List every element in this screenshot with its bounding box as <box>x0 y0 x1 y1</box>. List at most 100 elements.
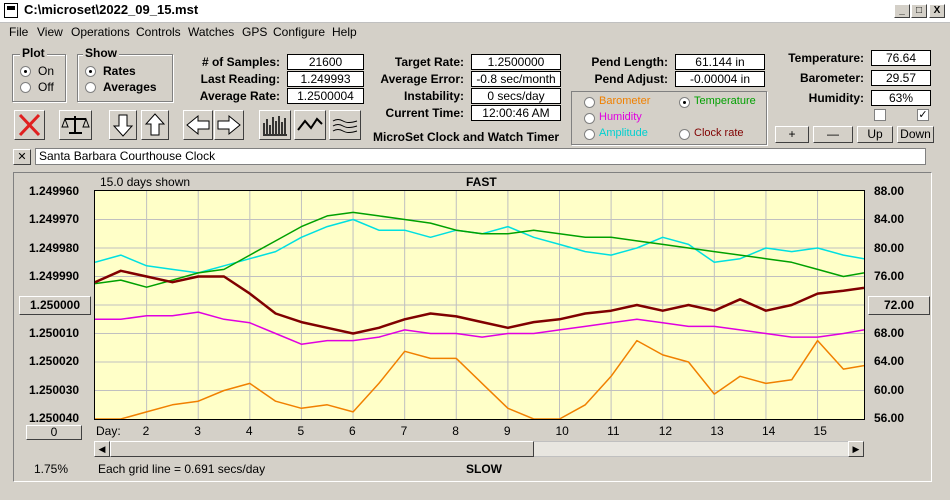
percent-label: 1.75% <box>34 462 69 476</box>
clear-name-button[interactable]: ✕ <box>13 149 31 165</box>
average-error-value: -0.8 sec/month <box>471 71 561 87</box>
zero-button[interactable]: 0 <box>26 425 82 440</box>
plus-button[interactable]: + <box>775 126 809 143</box>
show-rates-label[interactable]: Rates <box>103 64 136 78</box>
down-button[interactable]: Down <box>897 126 934 143</box>
left-tick: 1.250010 <box>29 326 80 340</box>
scroll-right-button[interactable]: ▶ <box>848 441 864 457</box>
arrow-right-icon <box>217 114 241 136</box>
maximize-button[interactable]: □ <box>911 4 927 18</box>
left-center-tick-button[interactable]: 1.250000 <box>19 296 91 315</box>
left-tick: 1.249970 <box>29 212 80 226</box>
bars-view-button[interactable] <box>259 110 291 140</box>
stop-button[interactable] <box>14 110 45 140</box>
wave-view-button[interactable] <box>329 110 361 140</box>
title-bar: C:\microset\2022_09_15.mst _ □ X <box>0 0 950 23</box>
menu-file[interactable]: File <box>9 25 29 39</box>
series-select-box <box>571 91 767 145</box>
grid-note: Each grid line = 0.691 secs/day <box>98 462 266 476</box>
show-averages-label[interactable]: Averages <box>103 80 157 94</box>
plot-on-radio[interactable] <box>20 66 31 77</box>
window-title: C:\microset\2022_09_15.mst <box>24 2 199 17</box>
checkbox-1[interactable] <box>874 109 886 121</box>
target-rate-label: Target Rate: <box>394 55 464 69</box>
day-tick-label: 8 <box>452 424 459 438</box>
barometer-option[interactable]: Barometer <box>599 95 651 107</box>
right-tick: 88.00 <box>874 184 905 198</box>
pend-adjust-label: Pend Adjust: <box>594 72 668 86</box>
scroll-left-button[interactable]: ◀ <box>94 441 110 457</box>
show-rates-radio[interactable] <box>85 66 96 77</box>
plot-group <box>12 54 66 102</box>
day-tick-label: 14 <box>761 424 776 438</box>
minus-button[interactable]: — <box>813 126 853 143</box>
days-shown: 15.0 days shown <box>100 175 191 189</box>
checkbox-2[interactable]: ✓ <box>917 109 929 121</box>
left-tick: 1.250020 <box>29 354 80 368</box>
series-line-temperature <box>94 211 865 288</box>
day-tick-label: 9 <box>503 424 511 438</box>
series-line-humidity <box>95 311 865 345</box>
plot-off-radio[interactable] <box>20 82 31 93</box>
arrow-left-icon <box>186 114 210 136</box>
left-tick: 1.249960 <box>29 184 80 198</box>
menu-gps[interactable]: GPS <box>242 25 268 39</box>
clock-rate-radio[interactable] <box>679 129 690 140</box>
menu-bar: File View Operations Controls Watches GP… <box>0 23 950 41</box>
day-tick-label: 13 <box>710 424 724 438</box>
barometer-value: 29.57 <box>871 70 931 86</box>
up-button[interactable]: Up <box>857 126 893 143</box>
menu-watches[interactable]: Watches <box>188 25 235 39</box>
plot-on-label[interactable]: On <box>38 64 55 78</box>
day-tick-label: 6 <box>349 424 356 438</box>
clock-rate-option[interactable]: Clock rate <box>694 127 744 139</box>
temperature-option[interactable]: Temperature <box>694 95 756 107</box>
show-group <box>77 54 173 102</box>
chart-svg <box>94 191 865 420</box>
temperature-radio[interactable] <box>679 97 690 108</box>
down-arrow-button[interactable] <box>109 110 137 140</box>
day-tick-label: 5 <box>297 424 305 438</box>
menu-configure[interactable]: Configure <box>273 25 326 39</box>
day-tick-label: 10 <box>555 424 569 438</box>
left-arrow-button[interactable] <box>183 110 213 140</box>
day-label: Day: <box>96 424 121 438</box>
right-arrow-button[interactable] <box>214 110 244 140</box>
arrow-up-icon <box>144 113 166 136</box>
plot-group-title: Plot <box>20 46 47 60</box>
x-icon <box>18 113 41 137</box>
slow-label: SLOW <box>466 462 502 476</box>
right-center-tick-button[interactable]: 72.00 <box>868 296 930 315</box>
menu-operations[interactable]: Operations <box>71 25 130 39</box>
plot-off-label[interactable]: Off <box>38 80 54 94</box>
line-view-button[interactable] <box>294 110 326 140</box>
day-tick-label: 12 <box>658 424 673 438</box>
menu-help[interactable]: Help <box>332 25 357 39</box>
barometer-radio[interactable] <box>584 97 595 108</box>
menu-view[interactable]: View <box>37 25 63 39</box>
humidity-radio[interactable] <box>584 113 595 124</box>
pend-adjust-value: -0.00004 in <box>675 71 765 87</box>
right-tick: 80.00 <box>874 241 905 255</box>
fast-label: FAST <box>466 175 497 189</box>
minimize-button[interactable]: _ <box>894 4 910 18</box>
line-graph-icon <box>297 117 323 131</box>
pend-length-value: 61.144 in <box>675 54 765 70</box>
amplitude-radio[interactable] <box>584 129 595 140</box>
humidity-option[interactable]: Humidity <box>599 111 642 123</box>
current-time-value: 12:00:46 AM <box>471 105 561 121</box>
show-averages-radio[interactable] <box>85 82 96 93</box>
amplitude-option[interactable]: Amplitude <box>599 127 648 139</box>
menu-controls[interactable]: Controls <box>136 25 181 39</box>
day-tick-label: 7 <box>400 424 408 438</box>
app-name: MicroSet Clock and Watch Timer <box>373 130 560 144</box>
close-button[interactable]: X <box>929 4 945 18</box>
balance-button[interactable] <box>59 110 92 140</box>
up-arrow-button[interactable] <box>141 110 169 140</box>
right-tick: 76.00 <box>874 269 905 283</box>
clock-name-input[interactable]: Santa Barbara Courthouse Clock <box>35 148 926 165</box>
pend-length-label: Pend Length: <box>591 55 668 69</box>
left-tick: 1.250040 <box>29 411 80 425</box>
scroll-thumb[interactable] <box>110 441 534 457</box>
instability-value: 0 secs/day <box>471 88 561 104</box>
